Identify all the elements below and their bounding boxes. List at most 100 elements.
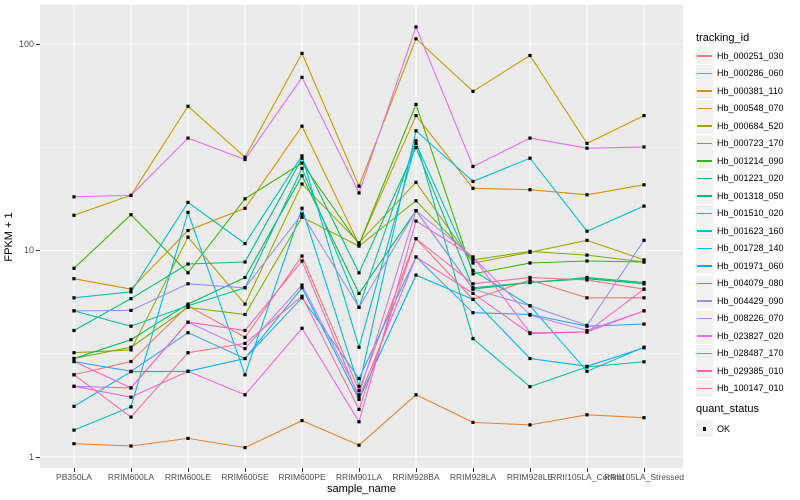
- legend-key: [696, 152, 713, 170]
- data-point: [243, 302, 247, 306]
- y-tick-mark: [36, 456, 40, 458]
- legend-item: Hb_004429_090: [696, 292, 784, 310]
- data-point: [129, 308, 133, 312]
- data-point: [585, 238, 589, 242]
- data-point: [72, 359, 76, 364]
- data-point: [300, 254, 304, 258]
- data-point: [129, 369, 133, 373]
- x-tick-label: RRIM600SE: [221, 471, 269, 482]
- data-point: [243, 347, 247, 351]
- legend-line-swatch-icon: [697, 352, 712, 355]
- data-point: [300, 212, 304, 216]
- y-tick-label: 100: [18, 38, 34, 49]
- data-point: [300, 51, 304, 55]
- legend: tracking_id Hb_000251_030 Hb_000286_060 Hb…: [692, 0, 800, 500]
- data-point: [129, 213, 133, 217]
- data-point: [72, 442, 76, 446]
- data-point: [357, 345, 361, 349]
- data-point: [129, 345, 133, 349]
- data-point: [528, 275, 532, 280]
- data-point: [186, 200, 190, 204]
- data-point: [585, 330, 589, 334]
- data-point: [414, 114, 418, 118]
- plot-canvas: [40, 5, 683, 468]
- legend-item-label: Hb_000286_060: [717, 68, 784, 79]
- data-point: [243, 206, 247, 210]
- legend-title-quant-status: quant_status: [696, 403, 759, 415]
- x-tick-mark: [358, 468, 360, 472]
- data-point: [243, 341, 247, 345]
- legend-item-label: Hb_004079_080: [717, 278, 784, 289]
- data-point: [186, 331, 190, 335]
- x-tick-label: RRIM928BA: [392, 471, 440, 482]
- y-tick-label: 1: [28, 451, 34, 462]
- legend-item-label: Hb_001728_140: [717, 243, 784, 254]
- data-point: [243, 197, 247, 201]
- data-point: [471, 272, 475, 276]
- data-point: [642, 114, 646, 118]
- data-point: [186, 304, 190, 308]
- data-point: [642, 360, 646, 364]
- data-point: [471, 311, 475, 315]
- data-point: [471, 282, 475, 286]
- x-tick-mark: [643, 468, 645, 472]
- data-point: [642, 145, 646, 149]
- legend-line-swatch-icon: [697, 55, 712, 57]
- data-point: [414, 237, 418, 241]
- x-tick-mark: [130, 468, 132, 472]
- legend-item-label: Hb_000381_110: [717, 85, 783, 96]
- legend-item: Hb_000251_030: [696, 47, 784, 65]
- data-point: [129, 324, 133, 328]
- x-tick-mark: [472, 468, 474, 472]
- x-tick-mark: [529, 468, 531, 472]
- data-point: [414, 129, 418, 133]
- legend-item: Hb_000548_070: [696, 99, 784, 118]
- data-point: [300, 174, 304, 178]
- data-point: [186, 271, 190, 275]
- x-tick-label: RRII105LA_Stressed: [604, 471, 684, 482]
- data-point: [129, 405, 133, 409]
- data-point: [186, 104, 190, 108]
- data-point: [186, 351, 190, 355]
- data-point: [528, 249, 532, 253]
- data-point: [414, 219, 418, 223]
- legend-item-label: Hb_023827_020: [717, 330, 784, 341]
- legend-key: [696, 134, 713, 152]
- legend-key: [696, 204, 713, 222]
- x-tick-label: RRIM600LA: [107, 471, 155, 482]
- data-point: [357, 407, 361, 411]
- data-point: [528, 261, 532, 265]
- legend-line-swatch-icon: [697, 177, 712, 180]
- legend-item: Hb_001623_160: [696, 222, 784, 240]
- legend-item: Hb_001221_020: [696, 169, 784, 188]
- x-tick-mark: [415, 468, 417, 472]
- data-point: [414, 146, 418, 150]
- data-point: [129, 297, 133, 301]
- data-point: [243, 155, 247, 159]
- data-point: [585, 229, 589, 233]
- legend-key: [696, 117, 713, 135]
- data-point: [186, 228, 190, 233]
- data-point: [528, 385, 532, 389]
- data-point: [471, 258, 475, 262]
- data-point: [471, 89, 475, 93]
- legend-item-label: OK: [717, 423, 731, 434]
- data-point: [300, 75, 304, 79]
- data-point: [300, 283, 304, 287]
- legend-item-label: Hb_000548_070: [717, 103, 784, 114]
- data-point: [300, 215, 304, 219]
- data-point: [528, 280, 532, 285]
- legend-line-swatch-icon: [697, 160, 712, 162]
- legend-line-swatch-icon: [697, 195, 712, 197]
- data-point: [129, 395, 133, 399]
- data-point: [243, 286, 247, 290]
- legend-item: Hb_000723_170: [696, 134, 784, 153]
- data-point: [528, 156, 532, 160]
- data-point: [186, 369, 190, 373]
- legend-key: [696, 64, 713, 82]
- data-point: [642, 346, 646, 350]
- legend-item: Hb_001728_140: [696, 239, 784, 258]
- data-point: [585, 296, 589, 300]
- data-point: [129, 338, 133, 342]
- data-point: [471, 337, 475, 341]
